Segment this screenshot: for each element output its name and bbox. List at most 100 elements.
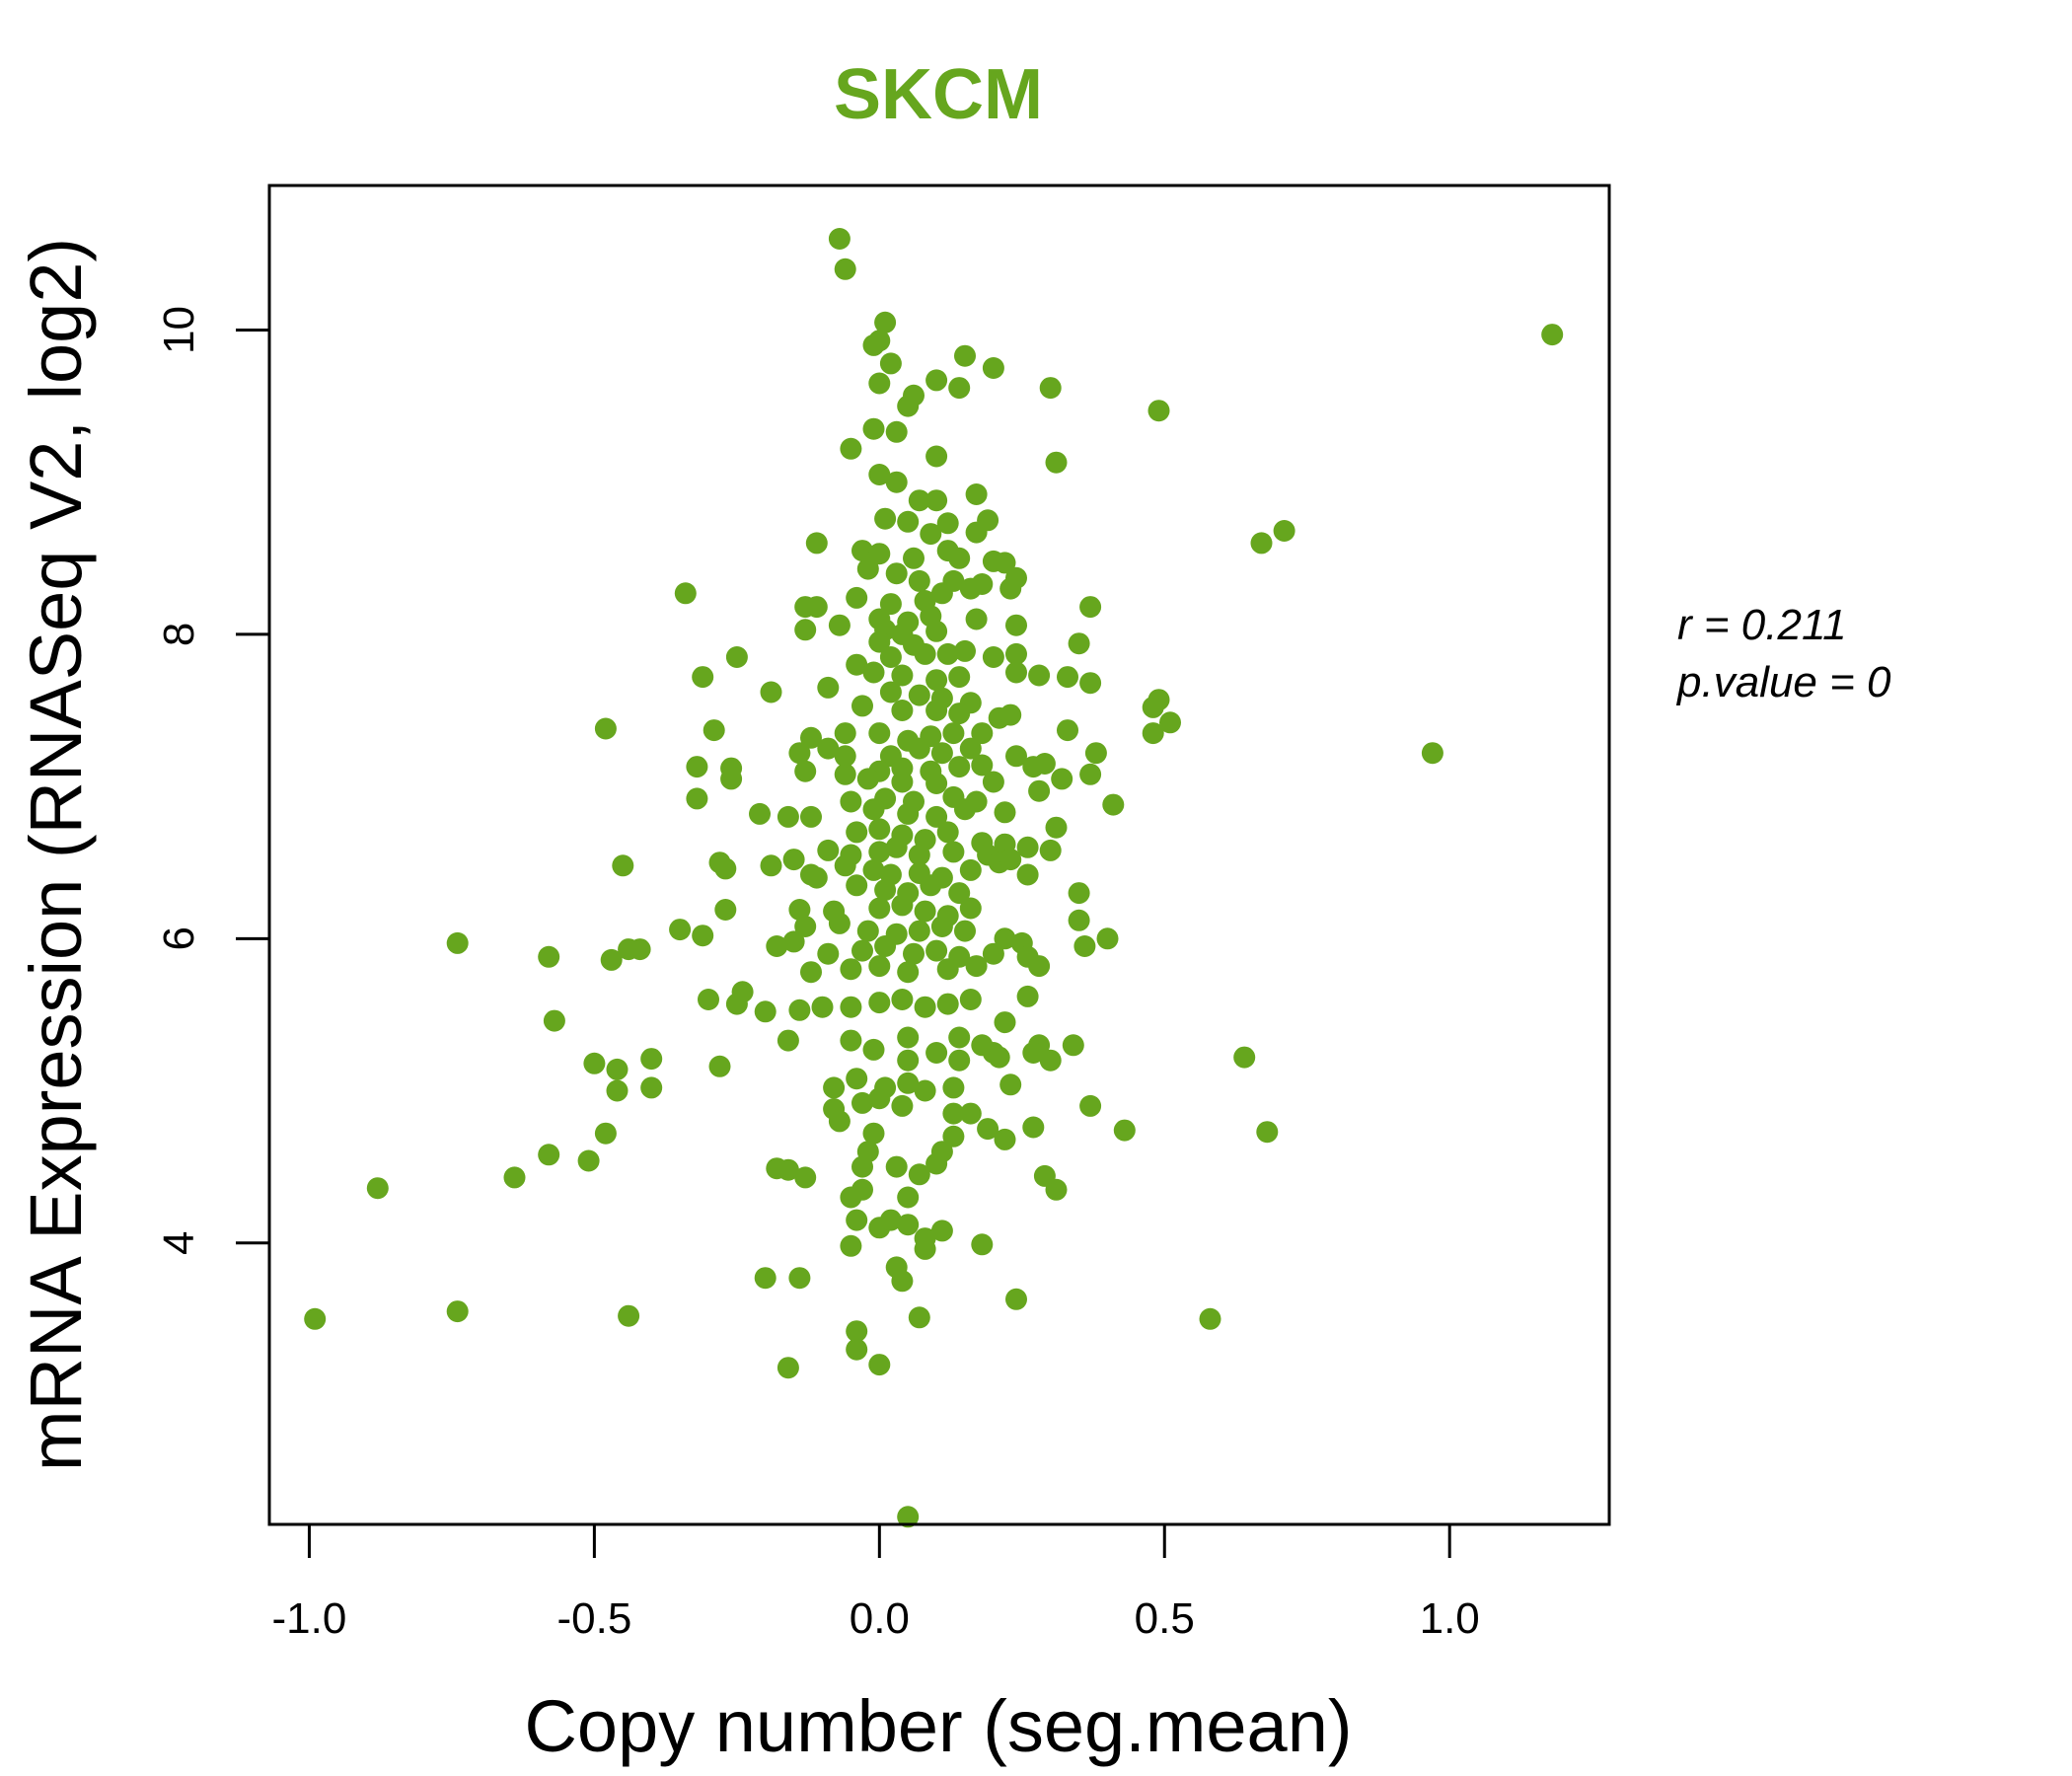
data-point — [1084, 742, 1107, 765]
data-point — [868, 818, 891, 841]
data-point — [948, 666, 971, 689]
data-point — [879, 1209, 902, 1231]
data-point — [908, 1163, 930, 1186]
data-point — [908, 920, 930, 942]
data-point — [692, 666, 714, 689]
data-point — [1005, 661, 1027, 684]
data-point — [782, 849, 805, 871]
data-point — [936, 993, 959, 1015]
data-point — [1062, 1034, 1084, 1057]
data-point — [936, 958, 959, 981]
data-point — [1102, 793, 1125, 816]
data-point — [782, 930, 805, 953]
data-point — [936, 512, 959, 535]
data-point — [1039, 377, 1062, 400]
data-point — [868, 955, 891, 978]
data-point — [817, 737, 840, 760]
data-point — [965, 955, 988, 978]
data-point — [594, 717, 617, 740]
data-point — [959, 1102, 982, 1125]
data-point — [897, 1214, 920, 1236]
data-point — [885, 1155, 908, 1178]
y-axis-title: mRNA Expression (RNASeq V2, log2) — [15, 238, 97, 1471]
data-point — [834, 258, 856, 280]
data-point — [725, 993, 748, 1015]
data-point — [862, 1038, 885, 1061]
data-point — [897, 395, 920, 417]
data-point — [959, 577, 982, 600]
data-point — [862, 417, 885, 440]
data-point — [874, 507, 897, 530]
data-point — [897, 961, 920, 984]
data-point — [982, 646, 1004, 668]
data-point — [925, 939, 948, 962]
data-point — [1079, 596, 1102, 619]
y-tick-label: 6 — [155, 926, 203, 950]
data-point — [897, 1049, 920, 1072]
data-point — [994, 1011, 1016, 1034]
data-point — [1033, 753, 1056, 775]
data-point — [1073, 935, 1096, 957]
data-point — [714, 899, 737, 921]
data-point — [754, 1267, 777, 1290]
data-point — [948, 882, 971, 905]
data-point — [851, 540, 873, 562]
data-point — [788, 899, 811, 921]
data-point — [994, 1128, 1016, 1150]
data-point — [846, 653, 868, 676]
data-point — [1005, 1288, 1027, 1310]
data-point — [794, 619, 817, 641]
data-point — [446, 931, 469, 954]
data-point — [692, 925, 714, 947]
data-point — [885, 562, 908, 585]
data-point — [891, 1094, 914, 1117]
data-point — [954, 798, 976, 821]
data-point — [1068, 909, 1090, 931]
data-point — [977, 1118, 999, 1141]
data-point — [897, 1072, 920, 1094]
data-point — [777, 1029, 799, 1052]
data-point — [840, 996, 862, 1018]
data-point — [891, 771, 914, 793]
data-point — [879, 593, 902, 616]
data-point — [777, 1357, 799, 1379]
data-point — [1028, 664, 1051, 687]
data-point — [1096, 927, 1119, 950]
data-point — [925, 1152, 948, 1175]
data-point — [930, 582, 953, 605]
data-point — [828, 614, 851, 636]
data-point — [885, 420, 908, 443]
data-point — [1079, 1094, 1102, 1117]
data-point — [794, 1166, 817, 1189]
data-point — [794, 760, 817, 782]
data-point — [606, 1058, 629, 1080]
data-point — [846, 1209, 868, 1231]
data-point — [908, 737, 930, 760]
data-point — [897, 1186, 920, 1209]
data-point — [629, 938, 651, 961]
data-point — [840, 958, 862, 981]
data-point — [640, 1076, 663, 1099]
data-point — [851, 1091, 873, 1114]
data-point — [959, 858, 982, 881]
data-point — [800, 726, 822, 749]
data-point — [862, 333, 885, 356]
data-point — [725, 646, 748, 668]
data-point — [800, 961, 822, 984]
data-point — [1045, 451, 1068, 474]
data-point — [834, 722, 856, 745]
data-point — [908, 489, 930, 512]
data-point — [828, 1110, 851, 1133]
data-point — [942, 1102, 965, 1125]
data-point — [965, 608, 988, 630]
data-point — [868, 841, 891, 863]
data-point — [868, 630, 891, 653]
data-point — [942, 722, 965, 745]
data-point — [446, 1300, 469, 1323]
data-point — [891, 894, 914, 917]
data-point — [846, 821, 868, 844]
data-point — [942, 1076, 965, 1099]
data-point — [879, 646, 902, 668]
data-point — [1079, 672, 1102, 695]
data-point — [925, 489, 948, 512]
